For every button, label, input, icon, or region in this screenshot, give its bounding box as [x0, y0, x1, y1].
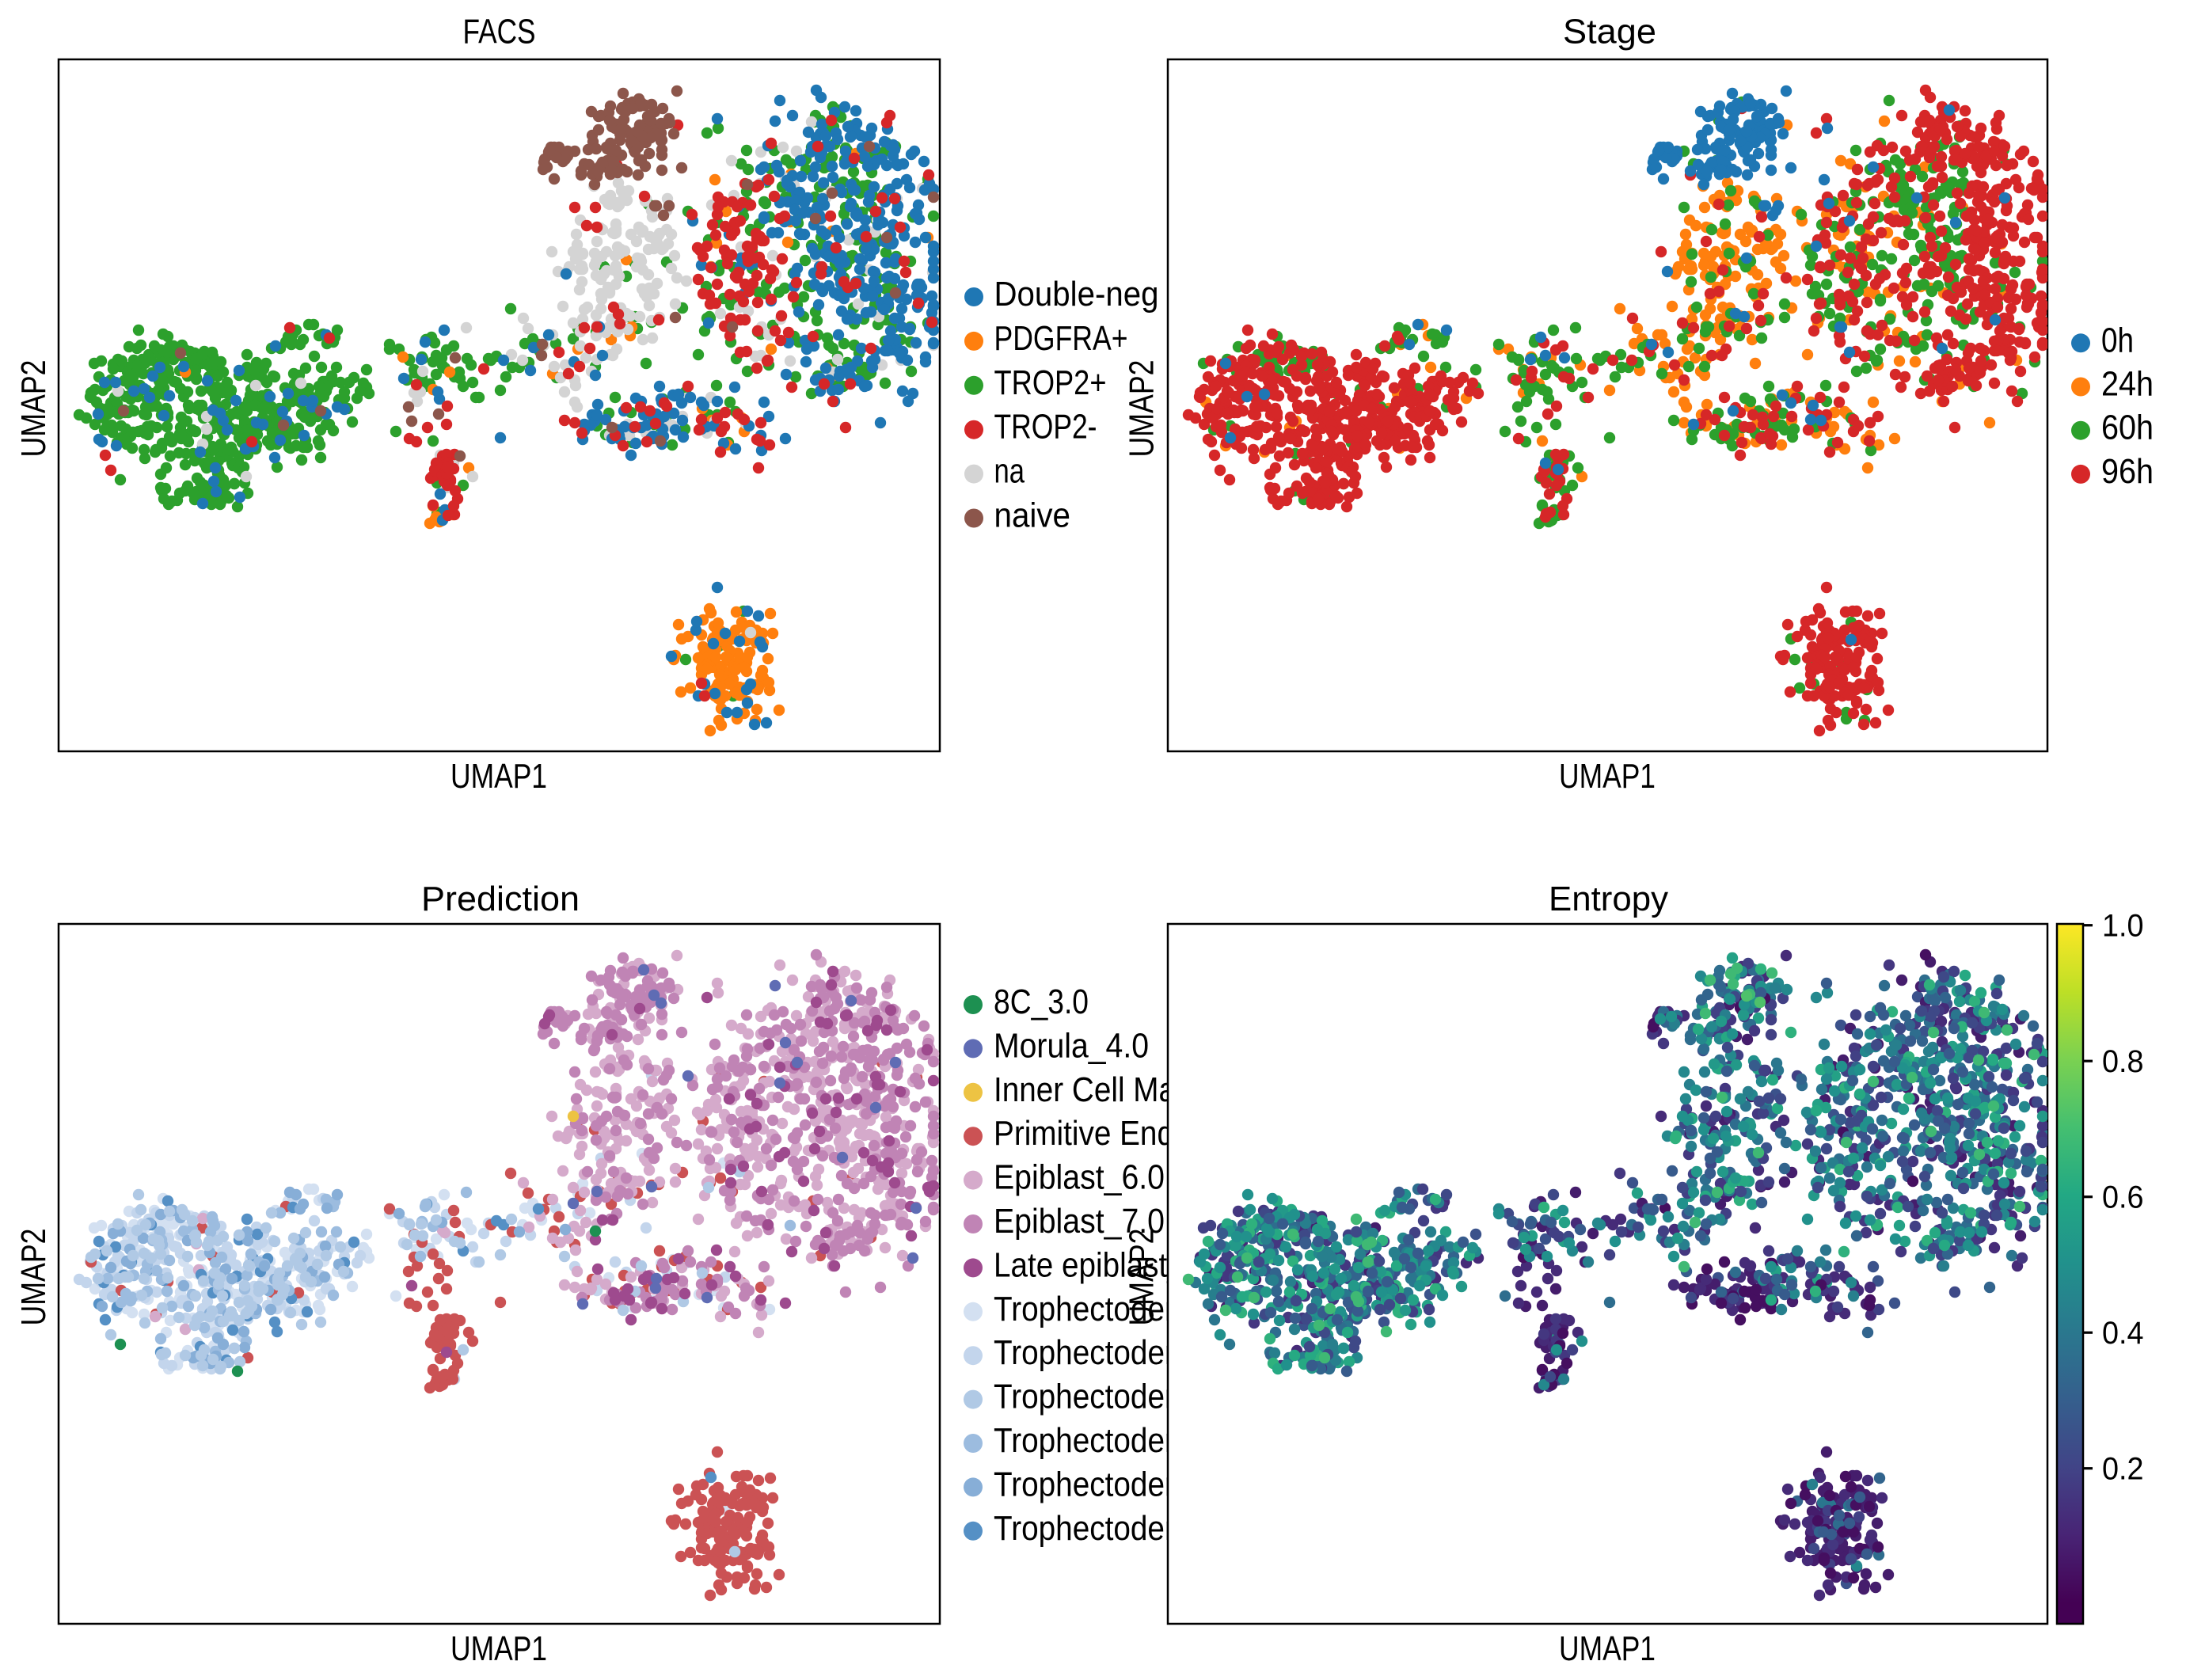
- svg-text:UMAP1: UMAP1: [451, 1629, 547, 1668]
- svg-text:naive: naive: [994, 496, 1071, 535]
- svg-text:Prediction: Prediction: [421, 880, 580, 918]
- svg-text:UMAP2: UMAP2: [14, 1229, 53, 1326]
- svg-text:UMAP1: UMAP1: [451, 757, 547, 796]
- svg-text:FACS: FACS: [463, 13, 536, 51]
- svg-text:Double-neg: Double-neg: [994, 275, 1159, 314]
- svg-text:Epiblast_6.0: Epiblast_6.0: [994, 1158, 1165, 1197]
- svg-text:Morula_4.0: Morula_4.0: [994, 1026, 1149, 1065]
- svg-text:PDGFRA+: PDGFRA+: [994, 319, 1128, 358]
- svg-text:na: na: [994, 452, 1025, 491]
- svg-text:UMAP2: UMAP2: [14, 360, 53, 458]
- svg-text:8C_3.0: 8C_3.0: [994, 983, 1089, 1021]
- svg-text:TROP2-: TROP2-: [994, 408, 1097, 447]
- svg-text:TROP2+: TROP2+: [994, 363, 1107, 402]
